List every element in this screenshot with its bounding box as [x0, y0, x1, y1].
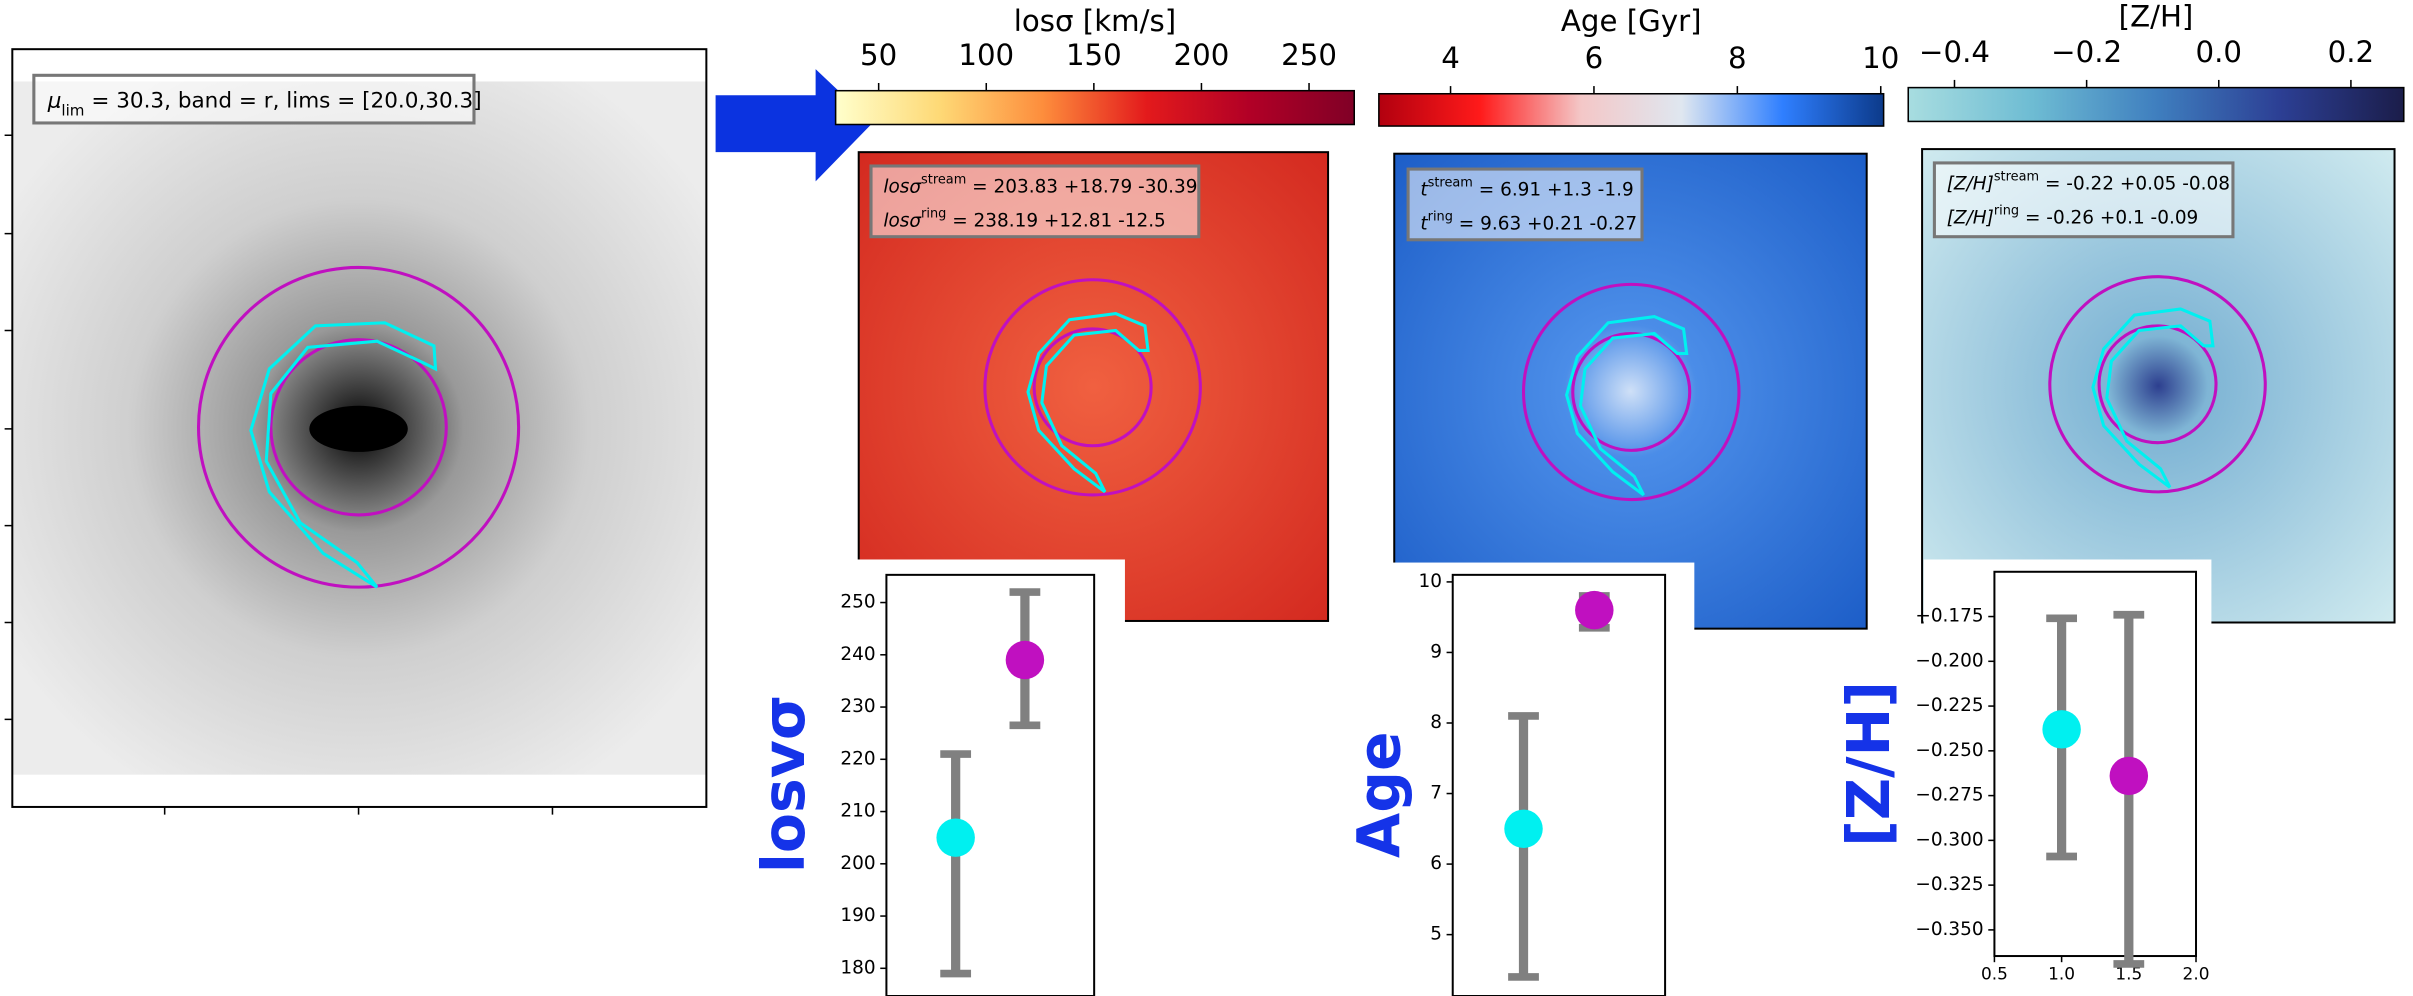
colorbar-tick-label: −0.4	[1919, 35, 1990, 69]
annotation-part: = 203.83 +18.79 -30.39	[966, 177, 1197, 198]
y-tick-label: 210	[840, 801, 875, 822]
colorbar-tick-label: 8	[1728, 41, 1747, 75]
colorbar	[1908, 88, 2404, 122]
annotation-part: [Z/H]	[1947, 207, 1994, 228]
y-tick-label: −0.225	[1915, 695, 1983, 716]
colorbar-label: Age [Gyr]	[1561, 4, 1702, 38]
point	[936, 818, 974, 856]
annotation-part: ring	[1994, 203, 2019, 218]
colorbar-tick-label: 50	[860, 38, 897, 72]
annotation-part: = -0.22 +0.05 -0.08	[2039, 173, 2230, 194]
annotation-part: = 238.19 +12.81 -12.5	[946, 210, 1165, 231]
annotation-part: = 30.3, band = r, lims = [20.0,30.3]	[84, 88, 481, 113]
annotation: tring = 9.63 +0.21 -0.27	[1420, 209, 1637, 234]
y-tick-label: 5	[1430, 924, 1442, 945]
y-axis-label: [Z/H]	[1835, 681, 1903, 847]
colorbar-tick-label: −0.2	[2051, 35, 2122, 69]
y-tick-label: 230	[840, 696, 875, 717]
y-tick-label: −0.200	[1915, 650, 1983, 671]
annotation-part: ring	[921, 206, 946, 221]
colorbar-label: [Z/H]	[2119, 0, 2194, 33]
y-tick-label: 6	[1430, 853, 1442, 874]
galaxy-core	[309, 406, 407, 452]
colorbar-tick-label: 4	[1441, 41, 1460, 75]
y-tick-label: 200	[840, 853, 875, 874]
annotation-part: = 6.91 +1.3 -1.9	[1473, 180, 1634, 201]
figure: μlim = 30.3, band = r, lims = [20.0,30.3…	[0, 0, 2413, 996]
y-tick-label: 220	[840, 748, 875, 769]
colorbar-tick-label: 10	[1862, 41, 1899, 75]
colorbar-label: losσ [km/s]	[1014, 4, 1176, 38]
colorbar-tick-label: 0.0	[2196, 35, 2242, 69]
colorbar-tick-label: 150	[1066, 38, 1122, 72]
plot-background	[839, 559, 1125, 996]
annotation: [Z/H]stream = -0.22 +0.05 -0.08	[1947, 169, 2230, 194]
y-tick-label: 9	[1430, 641, 1442, 662]
annotation: [Z/H]ring = -0.26 +0.1 -0.09	[1947, 203, 2199, 228]
annotation-part: stream	[1994, 169, 2039, 184]
y-tick-label: −0.325	[1915, 874, 1983, 895]
y-tick-label: −0.350	[1915, 919, 1983, 940]
annotation-part: lim	[61, 101, 84, 119]
y-tick-label: −0.300	[1915, 829, 1983, 850]
annotation-part: stream	[1428, 176, 1473, 191]
y-tick-label: 7	[1430, 783, 1442, 804]
point	[2042, 710, 2080, 748]
annotation-part: = 9.63 +0.21 -0.27	[1453, 213, 1637, 234]
point	[2110, 757, 2148, 795]
x-tick-label: 0.5	[1981, 963, 2008, 983]
annotation-part: [Z/H]	[1947, 173, 1994, 194]
point	[1575, 591, 1613, 629]
annotation-part: μ	[47, 88, 62, 113]
image-panel: μlim = 30.3, band = r, lims = [20.0,30.3…	[5, 49, 707, 814]
annotation-part: stream	[921, 173, 966, 188]
x-tick-label: 2.0	[2183, 963, 2210, 983]
point	[1504, 810, 1542, 848]
y-tick-label: 8	[1430, 712, 1442, 733]
colorbar-tick-label: 100	[958, 38, 1014, 72]
y-tick-label: 240	[840, 644, 875, 665]
annotation-part: = -0.26 +0.1 -0.09	[2019, 207, 2198, 228]
y-tick-label: 180	[840, 957, 875, 978]
colorbar-tick-label: 200	[1174, 38, 1230, 72]
annotation-part: ring	[1428, 209, 1453, 224]
colorbar-tick-label: 250	[1281, 38, 1337, 72]
annotation-part: losσ	[883, 177, 922, 198]
y-axis-label: Age	[1346, 731, 1414, 858]
y-axis-label: losvσ	[750, 695, 818, 873]
colorbar-tick-label: 0.2	[2328, 35, 2374, 69]
x-tick-label: 1.0	[2048, 963, 2075, 983]
y-tick-label: 190	[840, 905, 875, 926]
annotation-part: losσ	[883, 210, 922, 231]
colorbar-tick-label: 6	[1585, 41, 1604, 75]
point	[1006, 641, 1044, 679]
colorbar	[1379, 94, 1884, 126]
y-tick-label: −0.250	[1915, 740, 1983, 761]
y-tick-label: −0.175	[1915, 606, 1983, 627]
y-tick-label: −0.275	[1915, 785, 1983, 806]
y-tick-label: 250	[840, 592, 875, 613]
y-tick-label: 10	[1418, 571, 1441, 592]
colorbar	[836, 91, 1355, 125]
